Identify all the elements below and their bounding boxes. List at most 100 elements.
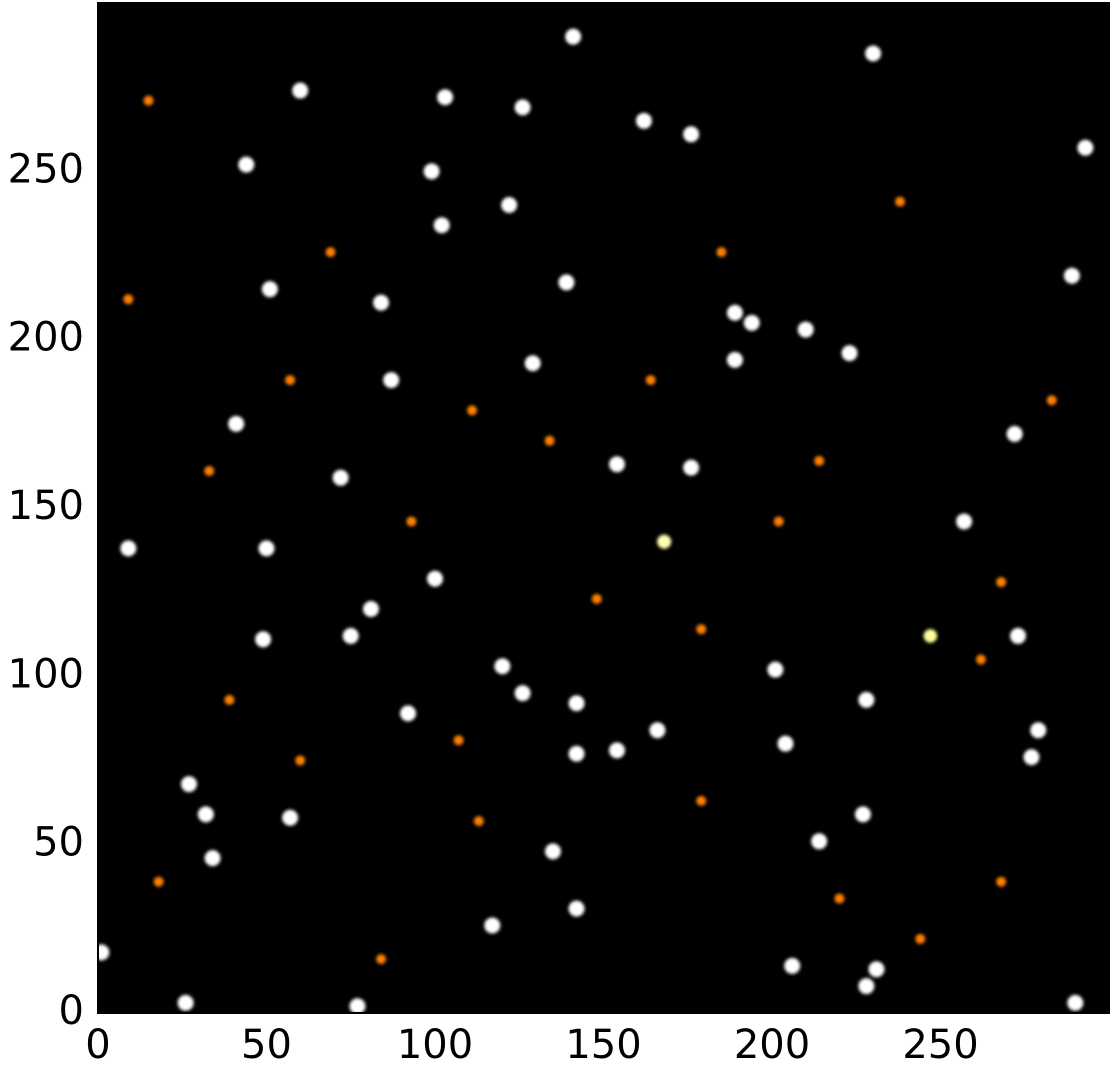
spot	[923, 629, 938, 643]
spot	[143, 95, 154, 106]
spot	[1023, 749, 1040, 766]
spot	[649, 722, 666, 739]
spot	[915, 933, 926, 944]
spot	[484, 917, 501, 934]
spot	[1046, 395, 1057, 406]
spot	[406, 516, 417, 527]
spot	[224, 694, 235, 705]
spot	[153, 876, 164, 887]
spot	[342, 627, 359, 644]
spot	[204, 850, 221, 867]
spot	[261, 281, 278, 298]
spot	[427, 570, 443, 587]
spot	[295, 755, 306, 766]
spot	[544, 435, 555, 446]
spot	[514, 685, 531, 702]
spot	[400, 705, 417, 722]
spot	[568, 745, 585, 762]
spot	[373, 294, 390, 311]
spot	[1006, 425, 1023, 442]
x-tick-label: 50	[241, 1022, 292, 1068]
spot	[996, 876, 1007, 887]
spot	[376, 954, 387, 965]
spot	[854, 806, 871, 823]
spot	[777, 735, 794, 752]
spot	[558, 274, 575, 291]
spot	[608, 742, 625, 759]
x-tick-label: 250	[902, 1022, 978, 1068]
spot	[716, 247, 727, 258]
spot	[228, 415, 245, 432]
spot	[120, 540, 137, 557]
spot	[645, 375, 656, 386]
spot	[565, 28, 582, 45]
spot	[453, 735, 464, 746]
spot	[858, 691, 875, 708]
x-tick-label: 0	[85, 1022, 110, 1068]
spot	[635, 112, 652, 129]
spot	[197, 806, 214, 823]
spot	[473, 816, 484, 827]
spot	[1010, 627, 1027, 644]
spot	[868, 961, 885, 978]
spots	[93, 28, 1094, 1015]
spot	[743, 314, 760, 331]
y-tick-label: 50	[33, 820, 84, 866]
spot	[996, 577, 1007, 588]
spot	[433, 217, 450, 234]
spot	[568, 900, 585, 917]
spot	[282, 809, 299, 826]
x-tick-label: 100	[397, 1022, 473, 1068]
spot	[437, 89, 454, 106]
spot	[865, 45, 882, 62]
spot	[177, 994, 194, 1011]
spot	[696, 624, 707, 635]
spot	[841, 345, 858, 362]
spot	[258, 540, 275, 557]
spot	[726, 304, 743, 321]
spot	[362, 601, 379, 617]
spot	[238, 156, 255, 173]
spot	[784, 957, 801, 974]
spot	[123, 294, 134, 305]
spot	[811, 833, 828, 850]
spot	[773, 516, 784, 527]
y-tick-label: 200	[8, 315, 84, 361]
x-tick-label: 150	[565, 1022, 641, 1068]
spot	[956, 513, 973, 530]
spot	[325, 247, 336, 258]
spot	[383, 372, 400, 389]
spot	[544, 843, 561, 860]
spot	[1030, 722, 1047, 739]
plot-area	[98, 3, 1109, 1013]
spot	[524, 355, 541, 372]
spot	[180, 776, 197, 793]
spot	[726, 351, 743, 368]
axes: 0 50 100 150 200 250 0 50 100 150 200 250	[8, 146, 979, 1068]
spot	[696, 795, 707, 806]
spot	[834, 893, 845, 904]
spot	[797, 321, 814, 338]
spot	[1063, 267, 1080, 284]
spot	[858, 978, 875, 995]
spot	[292, 82, 309, 99]
y-tick-label: 0	[59, 988, 84, 1034]
spot	[1077, 139, 1094, 156]
spot	[204, 465, 215, 476]
y-tick-label: 250	[8, 146, 84, 192]
spot	[767, 661, 784, 678]
x-tick-label: 200	[734, 1022, 810, 1068]
spot	[814, 455, 825, 466]
spot	[975, 654, 986, 665]
spot	[683, 459, 700, 476]
spot	[657, 534, 672, 549]
spot	[93, 944, 110, 961]
spot	[568, 695, 585, 712]
y-tick-label: 100	[8, 651, 84, 697]
plot-frame	[97, 2, 1110, 1014]
spot	[514, 99, 531, 116]
spot	[591, 593, 602, 604]
spot	[1067, 994, 1084, 1011]
